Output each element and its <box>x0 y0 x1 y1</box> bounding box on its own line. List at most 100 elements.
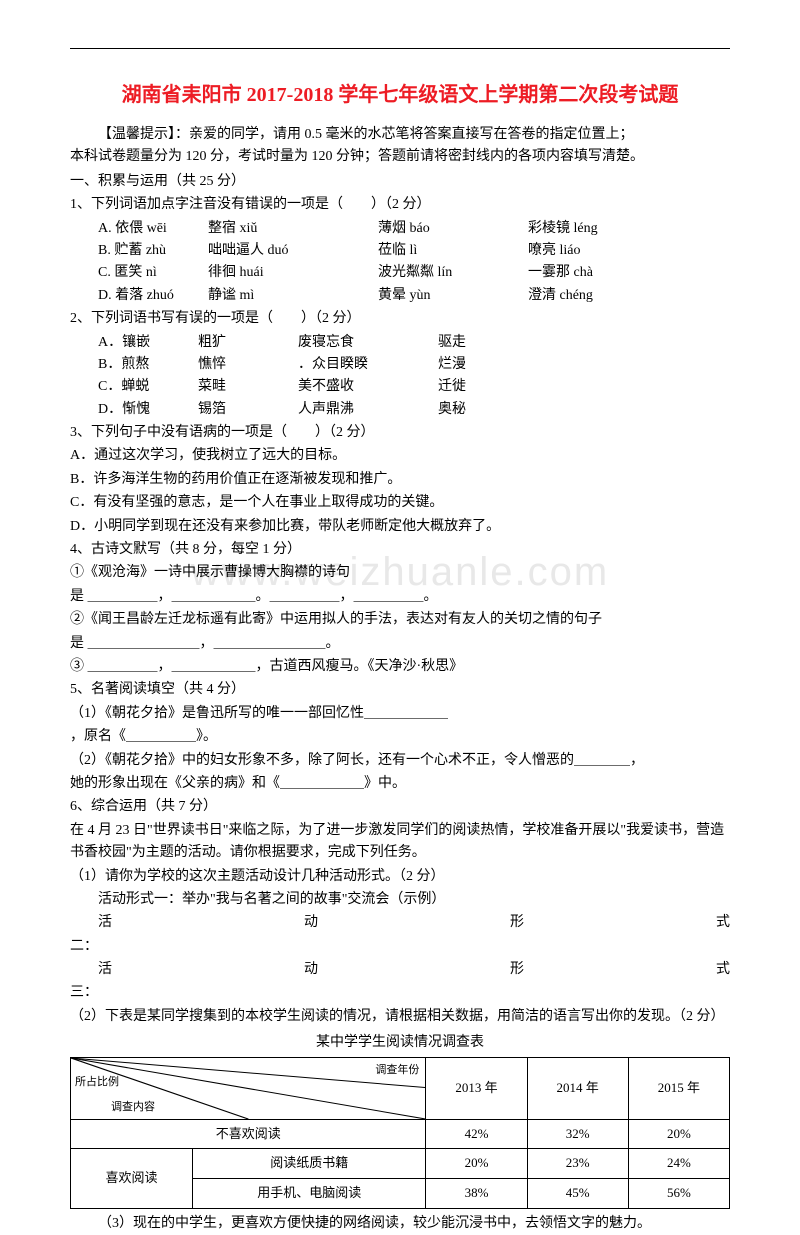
q1-c-1: C. 匿笑 nì <box>98 262 208 284</box>
q4-2b: 是 ＿＿＿＿＿＿＿＿，＿＿＿＿＿＿＿＿。 <box>70 633 730 655</box>
q2-d-1: D．惭愧 <box>98 399 198 421</box>
q4-1b: 是 ＿＿＿＿＿，＿＿＿＿＿＿。＿＿＿＿＿，＿＿＿＿＿。 <box>70 586 730 608</box>
row1-v2: 24% <box>628 1149 729 1179</box>
year-col-2: 2015 年 <box>628 1057 729 1119</box>
q2-opt-b: B．煎熬 憔悴 ．众目睽睽 烂漫 <box>70 354 730 376</box>
q1-c-3: 波光粼粼 lín <box>378 262 528 284</box>
q2-c-3: 美不盛收 <box>298 376 438 398</box>
q2-a-1: A．镶嵌 <box>98 332 198 354</box>
row2-v0: 38% <box>426 1179 527 1209</box>
q1-opt-b: B. 贮蓄 zhù 咄咄逼人 duó 莅临 lì 嘹亮 liáo <box>70 240 730 262</box>
form-char-1: 活 <box>98 912 112 934</box>
form-char-3: 形 <box>510 912 524 934</box>
q3-d: D．小明同学到现在还没有来参加比赛，带队老师断定他大概放弃了。 <box>70 516 730 538</box>
q2-opt-d: D．惭愧 锡箔 人声鼎沸 奥秘 <box>70 399 730 421</box>
q2-c-1: C．蝉蜕 <box>98 376 198 398</box>
q4-1a: ①《观沧海》一诗中展示曹操博大胸襟的诗句 <box>70 562 730 584</box>
q1-a-2: 整宿 xiǔ <box>208 218 378 240</box>
q1-opt-c: C. 匿笑 nì 徘徊 huái 波光粼粼 lín 一霎那 chà <box>70 262 730 284</box>
row0-v2: 20% <box>628 1119 729 1149</box>
q4-2a: ②《闻王昌龄左迁龙标遥有此寄》中运用拟人的手法，表达对有友人的关切之情的句子 <box>70 609 730 631</box>
table-row: 不喜欢阅读 42% 32% 20% <box>71 1119 730 1149</box>
year-col-1: 2014 年 <box>527 1057 628 1119</box>
tip-line-2: 本科试卷题量分为 120 分，考试时量为 120 分钟；答题前请将密封线内的各项… <box>70 146 730 168</box>
q2-b-4: 烂漫 <box>438 354 538 376</box>
diag-upper: 调查年份 <box>375 1062 419 1080</box>
q6-1-example: 活动形式一：举办"我与名著之间的故事"交流会（示例） <box>70 889 730 911</box>
q3-c: C．有没有坚强的意志，是一个人在事业上取得成功的关键。 <box>70 492 730 514</box>
q5-stem: 5、名著阅读填空（共 4 分） <box>70 679 730 701</box>
row2-label: 用手机、电脑阅读 <box>193 1179 426 1209</box>
tip-line-1: 【温馨提示】：亲爱的同学，请用 0.5 毫米的水芯笔将答案直接写在答卷的指定位置… <box>70 124 730 146</box>
q2-d-2: 锡箔 <box>198 399 298 421</box>
row0-v1: 32% <box>527 1119 628 1149</box>
q6-1: （1）请你为学校的这次主题活动设计几种活动形式。（2 分） <box>70 866 730 888</box>
table-caption: 某中学学生阅读情况调查表 <box>70 1032 730 1054</box>
section-1-heading: 一、积累与运用（共 25 分） <box>70 171 730 193</box>
q1-d-1: D. 着落 zhuó <box>98 285 208 307</box>
q6-form3-row: 活 动 形 式 <box>70 959 730 981</box>
q2-opt-c: C．蝉蜕 菜畦 美不盛收 迁徙 <box>70 376 730 398</box>
form-char-4: 式 <box>716 912 730 934</box>
form-char-4b: 式 <box>716 959 730 981</box>
q6-stem: 6、综合运用（共 7 分） <box>70 796 730 818</box>
row1-v0: 20% <box>426 1149 527 1179</box>
table-row: 调查年份 所占比例 调查内容 2013 年 2014 年 2015 年 <box>71 1057 730 1119</box>
q2-opt-a: A．镶嵌 粗犷 废寝忘食 驱走 <box>70 332 730 354</box>
survey-table: 调查年份 所占比例 调查内容 2013 年 2014 年 2015 年 不喜欢阅… <box>70 1057 730 1209</box>
q2-a-4: 驱走 <box>438 332 538 354</box>
q6-2: （2）下表是某同学搜集到的本校学生阅读的情况，请根据相关数据，用简洁的语言写出你… <box>70 1006 730 1028</box>
q2-stem: 2、下列词语书写有误的一项是（ ）（2 分） <box>70 308 730 330</box>
diagonal-header-cell: 调查年份 所占比例 调查内容 <box>71 1057 426 1119</box>
q2-b-1: B．煎熬 <box>98 354 198 376</box>
form-char-2: 动 <box>304 912 318 934</box>
q2-d-4: 奥秘 <box>438 399 538 421</box>
q2-a-3: 废寝忘食 <box>298 332 438 354</box>
q1-b-2: 咄咄逼人 duó <box>208 240 378 262</box>
q5-2a: （2）《朝花夕拾》中的妇女形象不多，除了阿长，还有一个心术不正，令人憎恶的＿＿＿… <box>70 750 730 772</box>
q1-a-3: 薄烟 báo <box>378 218 528 240</box>
q6-form2-row: 活 动 形 式 <box>70 912 730 934</box>
q2-a-2: 粗犷 <box>198 332 298 354</box>
q2-d-3: 人声鼎沸 <box>298 399 438 421</box>
q2-c-2: 菜畦 <box>198 376 298 398</box>
q1-stem: 1、下列词语加点字注音没有错误的一项是（ ）（2 分） <box>70 194 730 216</box>
q5-2b: 她的形象出现在《父亲的病》和《＿＿＿＿＿＿》中。 <box>70 773 730 795</box>
q1-a-1: A. 依偎 wēi <box>98 218 208 240</box>
q3-a: A．通过这次学习，使我树立了远大的目标。 <box>70 445 730 467</box>
q1-a-4: 彩棱镜 léng <box>528 218 678 240</box>
row0-label: 不喜欢阅读 <box>71 1119 426 1149</box>
q1-opt-d: D. 着落 zhuó 静谧 mì 黄晕 yùn 澄清 chéng <box>70 285 730 307</box>
year-col-0: 2013 年 <box>426 1057 527 1119</box>
q3-stem: 3、下列句子中没有语病的一项是（ ）（2 分） <box>70 422 730 444</box>
q6-3: （3）现在的中学生，更喜欢方便快捷的网络阅读，较少能沉浸书中，去领悟文字的魅力。 <box>70 1213 730 1235</box>
q1-d-2: 静谧 mì <box>208 285 378 307</box>
form-char-3b: 形 <box>510 959 524 981</box>
q1-d-3: 黄晕 yùn <box>378 285 528 307</box>
form-char-2b: 动 <box>304 959 318 981</box>
q1-b-4: 嘹亮 liáo <box>528 240 678 262</box>
group-like: 喜欢阅读 <box>71 1149 193 1209</box>
row2-v2: 56% <box>628 1179 729 1209</box>
q1-opt-a: A. 依偎 wēi 整宿 xiǔ 薄烟 báo 彩棱镜 léng <box>70 218 730 240</box>
q6-p1: 在 4 月 23 日"世界读书日"来临之际，为了进一步激发同学们的阅读热情，学校… <box>70 820 730 865</box>
q4-3: ③ ＿＿＿＿＿，＿＿＿＿＿＿，古道西风瘦马。《天净沙·秋思》 <box>70 656 730 678</box>
form-char-1b: 活 <box>98 959 112 981</box>
diag-left: 所占比例 <box>75 1074 119 1092</box>
q5-1a: （1）《朝花夕拾》是鲁迅所写的唯一一部回忆性＿＿＿＿＿＿ <box>70 703 730 725</box>
q1-c-2: 徘徊 huái <box>208 262 378 284</box>
q6-form3-lhs: 三： <box>70 982 730 1004</box>
diag-bottom: 调查内容 <box>111 1099 155 1117</box>
q3-b: B．许多海洋生物的药用价值正在逐渐被发现和推广。 <box>70 469 730 491</box>
row2-v1: 45% <box>527 1179 628 1209</box>
q1-c-4: 一霎那 chà <box>528 262 678 284</box>
q1-b-1: B. 贮蓄 zhù <box>98 240 208 262</box>
row1-v1: 23% <box>527 1149 628 1179</box>
q2-b-2: 憔悴 <box>198 354 298 376</box>
row1-label: 阅读纸质书籍 <box>193 1149 426 1179</box>
q4-stem: 4、古诗文默写（共 8 分，每空 1 分） <box>70 539 730 561</box>
q2-b-3: ．众目睽睽 <box>298 354 438 376</box>
page-title: 湖南省耒阳市 2017-2018 学年七年级语文上学期第二次段考试题 <box>70 80 730 110</box>
q6-form2-lhs: 二： <box>70 936 730 958</box>
top-rule <box>70 48 730 49</box>
